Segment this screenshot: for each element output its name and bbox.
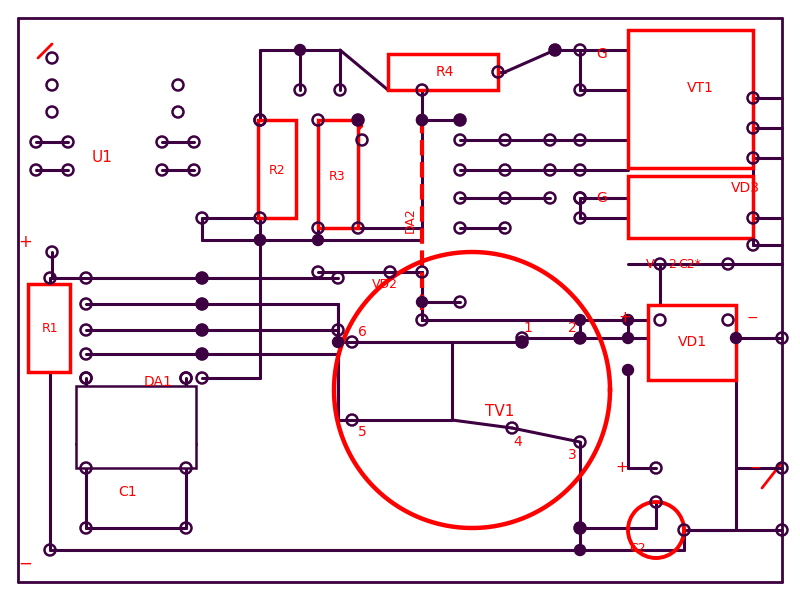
- Text: VD2: VD2: [372, 277, 398, 290]
- Circle shape: [353, 115, 363, 125]
- Text: R4: R4: [436, 65, 454, 79]
- Circle shape: [622, 365, 634, 376]
- Text: VT1: VT1: [686, 81, 714, 95]
- Circle shape: [574, 314, 586, 325]
- Text: 1: 1: [523, 321, 533, 335]
- Text: C2*: C2*: [678, 257, 702, 271]
- Text: +: +: [618, 311, 631, 325]
- Text: −: −: [18, 555, 32, 573]
- Text: V: V: [646, 257, 654, 271]
- Text: DA2: DA2: [403, 207, 417, 233]
- Bar: [318, 120, 358, 228]
- Text: R2: R2: [269, 163, 286, 176]
- Text: 3: 3: [568, 448, 576, 462]
- Text: C1: C1: [118, 485, 138, 499]
- Bar: [28, 284, 70, 372]
- Text: +: +: [616, 461, 628, 475]
- Text: 2: 2: [568, 321, 576, 335]
- Bar: [628, 176, 753, 238]
- Bar: [388, 54, 498, 90]
- Text: DA1: DA1: [143, 375, 173, 389]
- Text: U1: U1: [91, 151, 113, 166]
- Circle shape: [454, 115, 466, 125]
- Circle shape: [730, 332, 742, 343]
- Circle shape: [313, 235, 323, 245]
- Circle shape: [417, 115, 427, 125]
- Text: VD3: VD3: [730, 181, 759, 195]
- Text: R1: R1: [42, 322, 58, 335]
- Circle shape: [197, 298, 207, 310]
- Circle shape: [622, 332, 634, 343]
- Text: G: G: [597, 47, 607, 61]
- Text: G: G: [597, 191, 607, 205]
- Circle shape: [417, 296, 427, 307]
- Text: 6: 6: [358, 325, 366, 339]
- Circle shape: [417, 115, 427, 125]
- Circle shape: [333, 337, 343, 347]
- Circle shape: [550, 44, 561, 55]
- Text: C2: C2: [630, 541, 646, 554]
- Circle shape: [197, 325, 207, 335]
- Text: 4: 4: [514, 435, 522, 449]
- Bar: [628, 30, 753, 168]
- Circle shape: [254, 235, 266, 245]
- Bar: [76, 386, 196, 468]
- Circle shape: [294, 44, 306, 55]
- Text: −: −: [746, 311, 758, 325]
- Text: +: +: [18, 233, 32, 251]
- Circle shape: [574, 523, 586, 533]
- Text: VD1: VD1: [678, 335, 706, 349]
- Circle shape: [622, 314, 634, 325]
- Circle shape: [574, 332, 586, 343]
- Circle shape: [197, 272, 207, 283]
- Bar: [648, 305, 736, 380]
- Bar: [258, 120, 296, 218]
- Text: −: −: [749, 461, 761, 475]
- Circle shape: [254, 235, 266, 245]
- Text: 5: 5: [358, 425, 366, 439]
- Text: R3: R3: [329, 169, 346, 182]
- Circle shape: [197, 349, 207, 359]
- Text: 2: 2: [668, 257, 676, 271]
- Text: TV1: TV1: [486, 404, 514, 419]
- Circle shape: [517, 337, 527, 347]
- Circle shape: [574, 545, 586, 556]
